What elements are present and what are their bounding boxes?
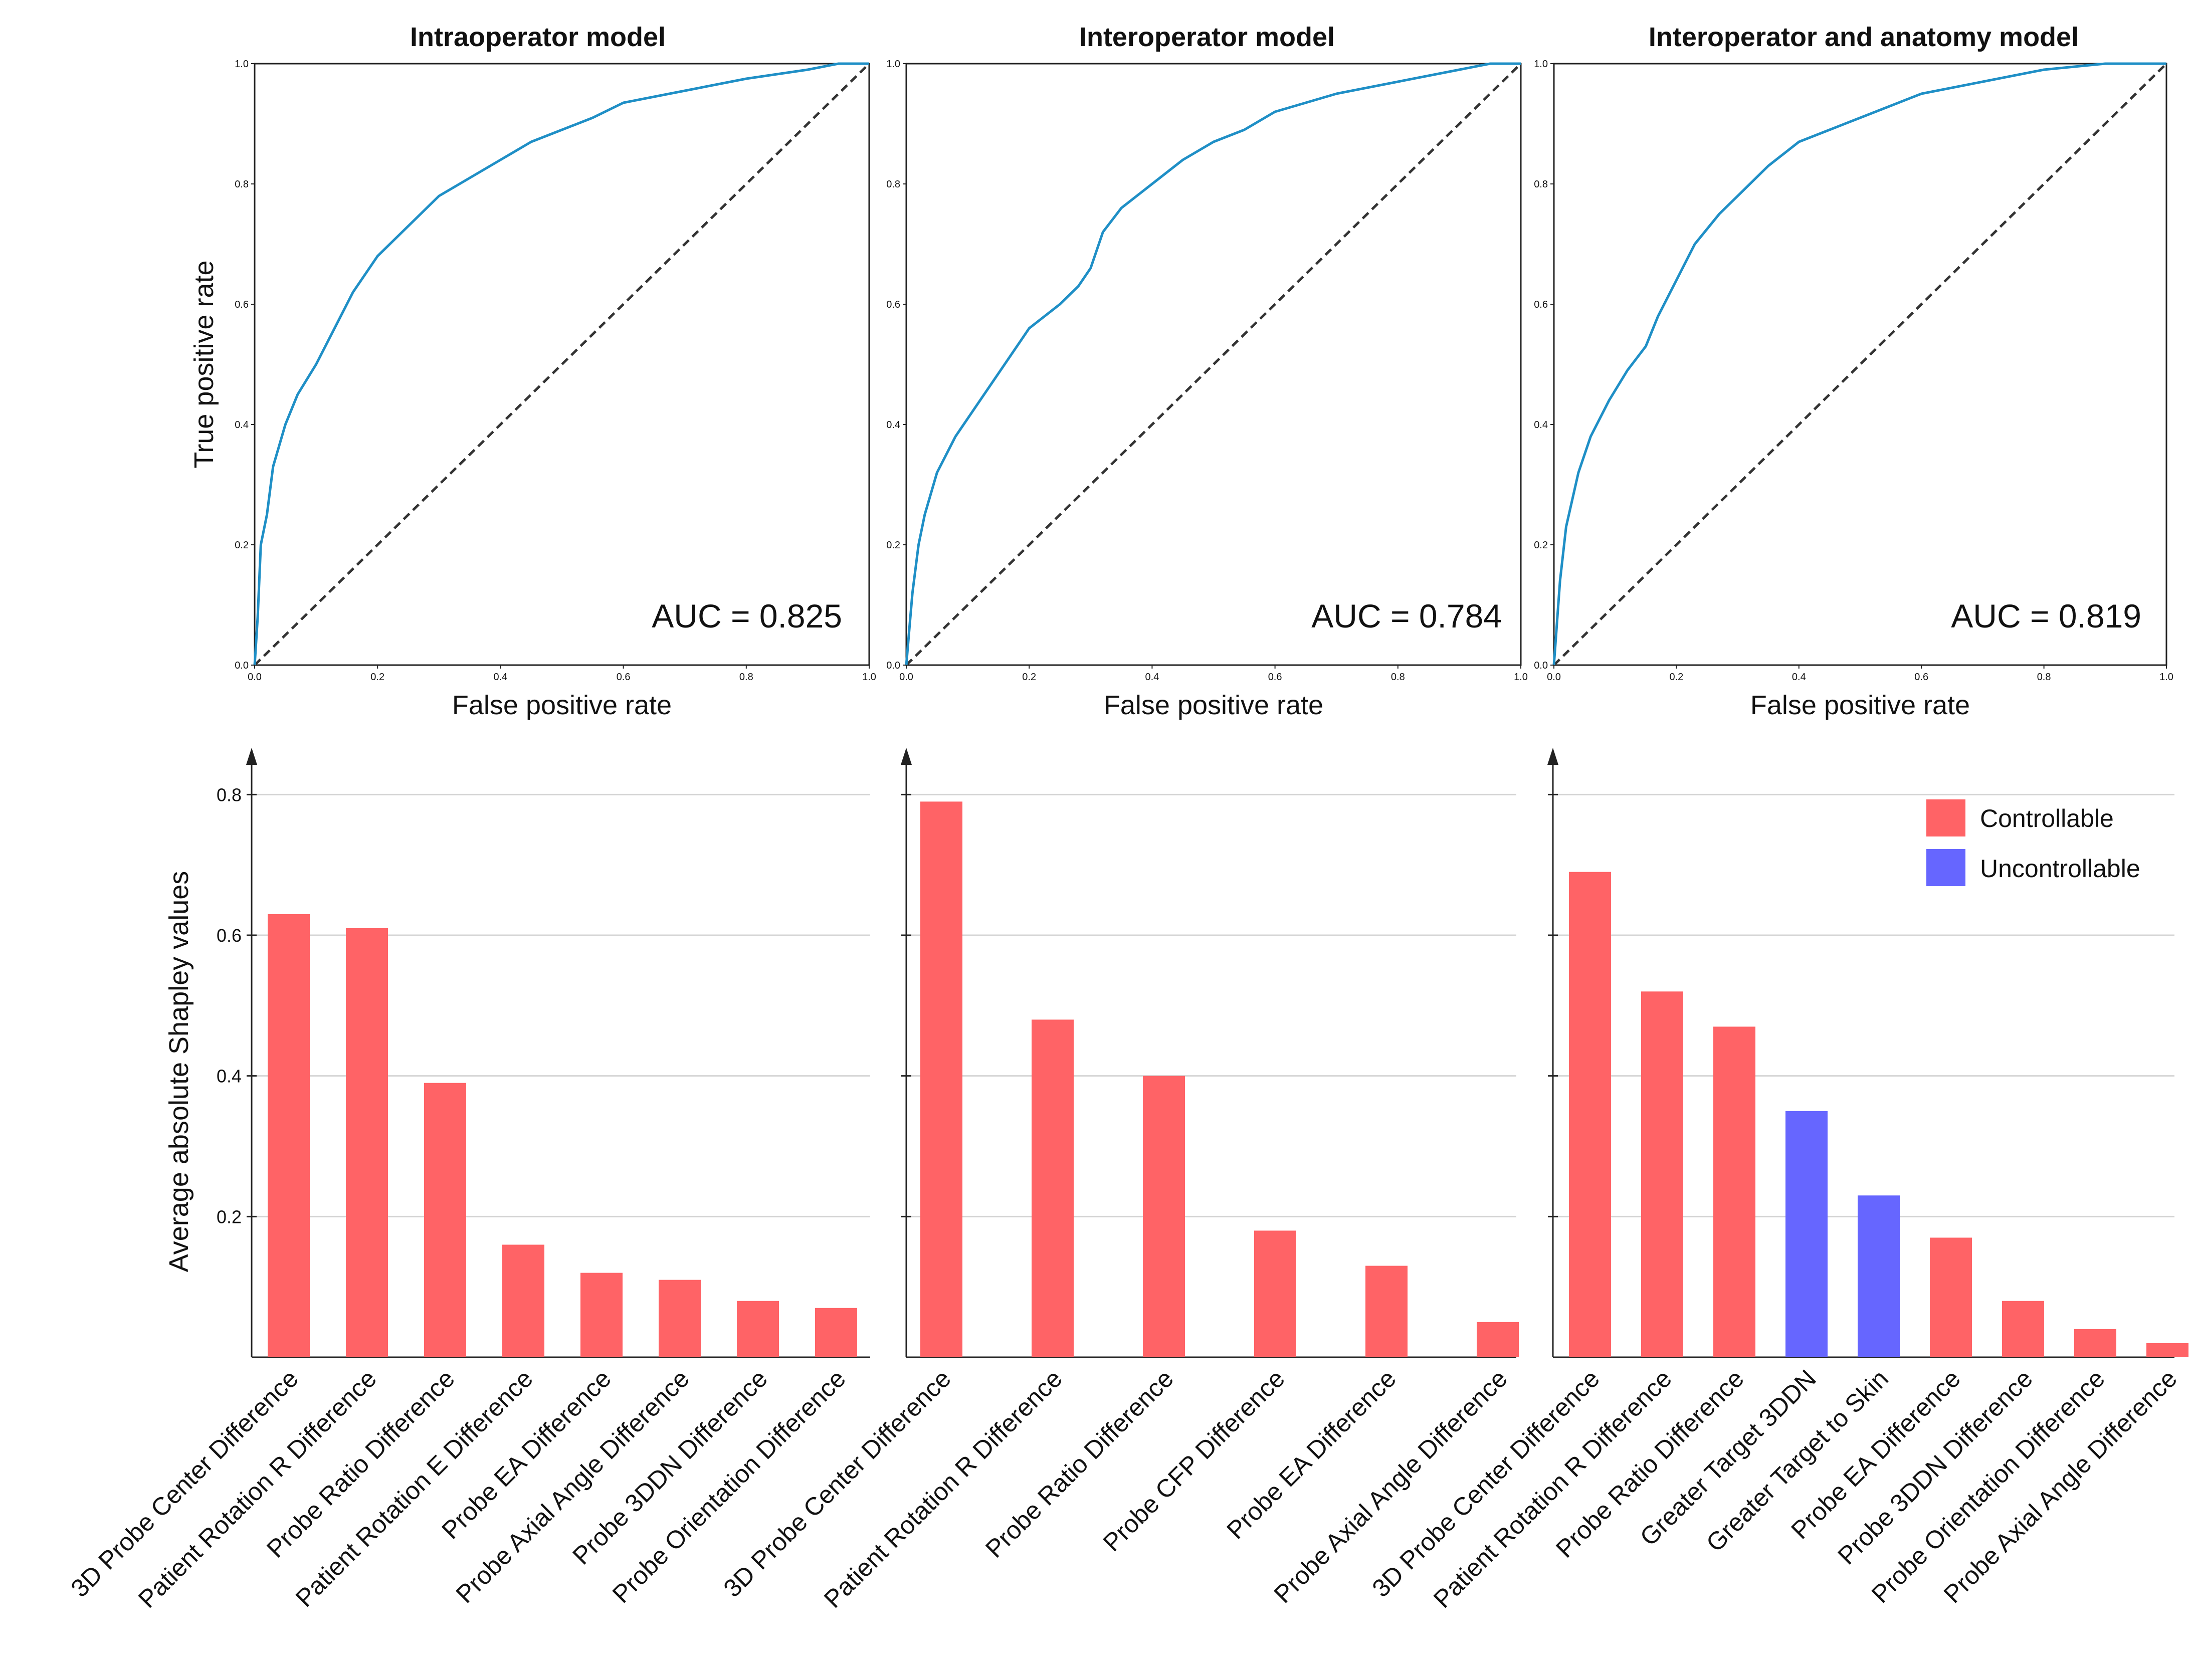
bar-y-axis-label: Average absolute Shapley values [164, 871, 194, 1273]
legend-label-controllable: Controllable [1980, 804, 2114, 832]
bar-3d-probe-center-difference [268, 914, 310, 1357]
roc-y-tick-label: 0.0 [1534, 660, 1548, 671]
legend: Controllable Uncontrollable [1926, 799, 2140, 886]
roc-y-tick-label: 0.2 [1534, 540, 1548, 551]
roc-x-axis-label: False positive rate [1750, 690, 1970, 720]
roc-x-tick-label: 1.0 [2159, 672, 2173, 683]
roc-x-axis-label: False positive rate [1104, 690, 1323, 720]
bar-y-tick-label: 0.6 [217, 925, 242, 946]
roc-y-tick-label: 0.2 [886, 540, 900, 551]
bar-patient-rotation-r-difference [1641, 991, 1683, 1357]
bar-3d-probe-center-difference [920, 801, 962, 1357]
roc-title: Interoperator model [1079, 22, 1335, 52]
roc-x-tick-label: 0.0 [899, 672, 913, 683]
auc-label: AUC = 0.819 [1951, 597, 2141, 635]
roc-x-tick-label: 0.0 [248, 672, 262, 683]
bar-probe-ea-difference [1930, 1237, 1972, 1357]
chance-diagonal [1553, 63, 2167, 666]
bar-greater-target-to-skin [1858, 1195, 1900, 1357]
roc-x-tick-label: 1.0 [1514, 672, 1528, 683]
bar-3d-probe-center-difference [1569, 872, 1611, 1357]
roc-x-tick-label: 0.6 [617, 672, 631, 683]
bar-y-axis-arrow [901, 748, 912, 765]
auc-label: AUC = 0.825 [652, 597, 842, 635]
roc-y-tick-label: 0.8 [1534, 179, 1548, 190]
bar-patient-rotation-e-difference [502, 1244, 544, 1357]
roc-x-tick-label: 0.8 [1391, 672, 1405, 683]
roc-y-tick-label: 0.2 [235, 540, 249, 551]
bar-probe-axial-angle-difference [659, 1280, 701, 1357]
roc-x-axis-label: False positive rate [452, 690, 672, 720]
roc-x-tick-label: 0.6 [1268, 672, 1282, 683]
roc-x-tick-label: 0.2 [370, 672, 384, 683]
roc-x-tick-label: 0.8 [739, 672, 753, 683]
roc-panel-intraoperator: Intraoperator model 0.00.0 0.2 0.2 0.4 0.4 0.… [189, 22, 876, 720]
roc-plot-frame [1553, 63, 2167, 666]
roc-y-tick-label: 0.8 [235, 179, 249, 190]
bar-category-label: Probe CFP Difference [1098, 1364, 1290, 1557]
roc-y-tick-label: 0.4 [1534, 419, 1548, 431]
roc-y-tick-label: 0.6 [886, 299, 900, 310]
bar-probe-cfp-difference [1254, 1230, 1296, 1357]
bar-y-tick-label: 0.8 [217, 784, 242, 805]
roc-x-tick-label: 0.2 [1669, 672, 1683, 683]
roc-x-tick-label: 1.0 [862, 672, 876, 683]
roc-curve [905, 62, 1521, 666]
chance-diagonal [254, 63, 870, 666]
roc-panel-interoperator: Interoperator model 0.00.0 0.2 0.2 0.4 0.4 0.… [886, 22, 1528, 720]
bar-patient-rotation-r-difference [346, 928, 388, 1357]
bar-greater-target-3ddn [1785, 1111, 1828, 1357]
bar-y-axis-arrow [246, 748, 257, 765]
bar-probe-ratio-difference [1713, 1026, 1755, 1357]
roc-x-tick-label: 0.0 [1547, 672, 1561, 683]
bar-probe-ea-difference [580, 1273, 623, 1357]
legend-label-uncontrollable: Uncontrollable [1980, 855, 2140, 883]
roc-title: Interoperator and anatomy model [1649, 22, 2079, 52]
roc-title: Intraoperator model [410, 22, 666, 52]
bar-probe-ea-difference [1365, 1266, 1408, 1357]
legend-swatch-controllable [1926, 799, 1965, 836]
roc-x-tick-label: 0.6 [1914, 672, 1928, 683]
bar-probe-axial-angle-difference [1477, 1322, 1519, 1357]
auc-label: AUC = 0.784 [1311, 597, 1502, 635]
roc-panel-interoperator-anatomy: Interoperator and anatomy model 0.00.0 0.… [1534, 22, 2173, 720]
roc-y-tick-label: 0.0 [886, 660, 900, 671]
roc-y-tick-label: 1.0 [1534, 59, 1548, 70]
roc-y-tick-label: 0.6 [235, 299, 249, 310]
bar-probe-axial-angle-difference [2146, 1343, 2188, 1357]
bar-y-tick-label: 0.4 [217, 1066, 242, 1087]
roc-y-tick-label: 0.0 [235, 660, 249, 671]
roc-curve [1552, 62, 2166, 666]
roc-x-tick-label: 0.8 [2037, 672, 2051, 683]
chance-diagonal [905, 63, 1522, 666]
roc-plot-frame [254, 63, 870, 666]
roc-y-tick-label: 0.4 [886, 419, 900, 431]
legend-swatch-uncontrollable [1926, 849, 1965, 886]
roc-y-tick-label: 0.4 [235, 419, 249, 431]
bar-probe-orientation-difference [2074, 1329, 2116, 1357]
roc-y-tick-label: 0.8 [886, 179, 900, 190]
roc-x-tick-label: 0.2 [1022, 672, 1036, 683]
bar-probe-3ddn-difference [737, 1301, 779, 1357]
bar-category-label: Probe Ratio Difference [980, 1364, 1179, 1563]
bar-probe-ratio-difference [424, 1083, 466, 1357]
roc-x-tick-label: 0.4 [493, 672, 507, 683]
roc-y-tick-label: 0.6 [1534, 299, 1548, 310]
bar-probe-ratio-difference [1143, 1076, 1185, 1357]
bar-patient-rotation-r-difference [1032, 1019, 1074, 1357]
roc-curve [253, 62, 869, 666]
roc-y-tick-label: 1.0 [886, 59, 900, 70]
bar-y-tick-label: 0.2 [217, 1206, 242, 1227]
roc-y-tick-label: 1.0 [235, 59, 249, 70]
roc-x-tick-label: 0.4 [1792, 672, 1806, 683]
bar-category-label: Patient Rotation R Difference [819, 1364, 1068, 1613]
bar-y-axis-arrow [1547, 748, 1558, 765]
bar-probe-3ddn-difference [2002, 1301, 2044, 1357]
roc-y-axis-label: True positive rate [189, 260, 219, 468]
roc-x-tick-label: 0.4 [1145, 672, 1159, 683]
roc-plot-frame [905, 63, 1522, 666]
bar-probe-orientation-difference [815, 1308, 857, 1357]
